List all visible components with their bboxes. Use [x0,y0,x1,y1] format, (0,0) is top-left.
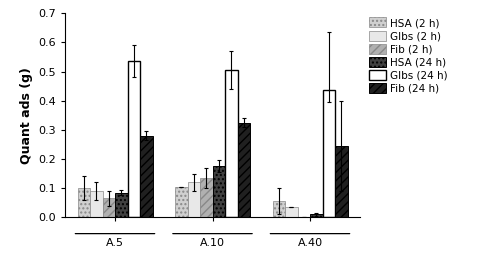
Bar [335,146,347,217]
Y-axis label: Quant ads (g): Quant ads (g) [20,67,32,164]
Bar [188,182,200,217]
Bar [238,123,250,217]
Legend: HSA (2 h), Glbs (2 h), Fib (2 h), HSA (24 h), Glbs (24 h), Fib (24 h): HSA (2 h), Glbs (2 h), Fib (2 h), HSA (2… [368,16,448,95]
Bar [175,187,188,217]
Bar [322,91,335,217]
Bar [225,70,237,217]
Bar [285,207,298,217]
Bar [90,191,102,217]
Bar [128,61,140,217]
Bar [140,136,152,217]
Bar [310,214,322,217]
Bar [212,166,225,217]
Bar [115,192,128,217]
Bar [102,198,115,217]
Bar [78,188,90,217]
Bar [200,178,212,217]
Bar [272,201,285,217]
